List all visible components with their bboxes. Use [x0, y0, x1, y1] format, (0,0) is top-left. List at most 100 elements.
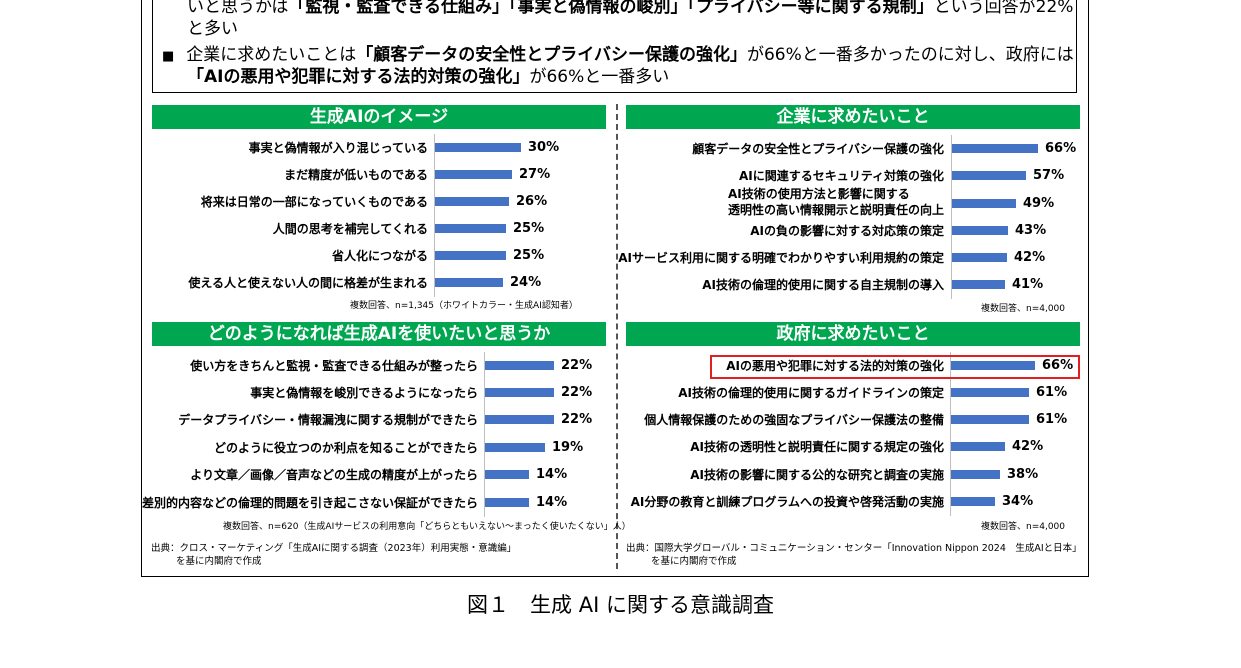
highlight-box	[710, 355, 1080, 379]
summary-emphasis: 「監視・監査できる仕組み」「事実と偽情報の峻別」「プライバシー等に関する規制」	[288, 0, 934, 17]
category-label: AIの悪用や犯罪に対する法的対策の強化	[726, 359, 944, 373]
panel-title-companies: 企業に求めたいこと	[626, 105, 1080, 129]
category-label: 使える人と使えない人の間に格差が生まれる	[188, 276, 428, 290]
category-label: AI技術の倫理的使用に関するガイドラインの策定	[678, 386, 944, 400]
category-label: 人間の思考を補完してくれる	[272, 222, 428, 236]
panel-title-government: 政府に求めたいこと	[626, 322, 1080, 346]
bar	[435, 278, 503, 287]
bar	[951, 361, 1035, 370]
category-label: 将来は日常の一部になっていくものである	[200, 195, 428, 209]
category-label: 使い方をきちんと監視・監査できる仕組みが整ったら	[190, 359, 478, 373]
value-label: 42%	[1012, 439, 1044, 454]
bar	[952, 226, 1008, 235]
value-label: 25%	[513, 248, 545, 263]
chart-axis-line	[950, 352, 951, 516]
value-label: 14%	[536, 467, 568, 482]
bar	[485, 498, 529, 507]
value-label: 19%	[552, 440, 584, 455]
source-left: 出典：クロス・マーケティング「生成AIに関する調査（2023年）利用実態・意識編…	[151, 542, 516, 568]
summary-text: いと思うかは	[187, 0, 289, 17]
value-label: 25%	[513, 221, 545, 236]
bar	[435, 170, 512, 179]
bar	[485, 443, 545, 452]
bar	[485, 361, 554, 370]
note-image: 複数回答、n=1,345（ホワイトカラー・生成AI認知者）	[350, 301, 578, 311]
summary-line-4: 「AIの悪用や犯罪に対する法的対策の強化」が66%と一番多い	[187, 66, 669, 88]
figure-caption: 図１ 生成 AI に関する意識調査	[467, 593, 774, 617]
category-label: 事実と偽情報を峻別できるようになったら	[250, 386, 478, 400]
category-label: AI技術の影響に関する公的な研究と調査の実施	[690, 468, 944, 482]
source-text: を基に内閣府で作成	[651, 556, 737, 567]
value-label: 43%	[1015, 223, 1047, 238]
summary-text: が66%と一番多い	[529, 67, 670, 87]
category-label: AIの負の影響に対する対応策の策定	[750, 224, 944, 238]
bullet-icon: ■	[162, 49, 175, 64]
category-label: AI技術の使用方法と影響に関する 透明性の高い情報開示と説明責任の向上	[727, 187, 944, 217]
category-label: より文章／画像／音声などの生成の精度が上がったら	[190, 468, 478, 482]
summary-emphasis: 「顧客データの安全性とプライバシー保護の強化」	[356, 45, 747, 65]
source-right: 出典：国際大学グローバル・コミュニケーション・センター「Innovation N…	[626, 542, 1082, 568]
value-label: 22%	[561, 385, 593, 400]
bar	[951, 442, 1005, 451]
bar	[952, 280, 1005, 289]
value-label: 14%	[536, 495, 568, 510]
bar	[951, 415, 1029, 424]
value-label: 30%	[528, 140, 560, 155]
value-label: 24%	[510, 275, 542, 290]
summary-line-3: ■ 企業に求めたいことは「顧客データの安全性とプライバシー保護の強化」が66%と一…	[162, 44, 1074, 68]
bar	[435, 224, 506, 233]
source-text: 出典：クロス・マーケティング「生成AIに関する調査（2023年）利用実態・意識編…	[151, 543, 517, 554]
category-label: 顧客データの安全性とプライバシー保護の強化	[692, 142, 944, 156]
value-label: 22%	[561, 358, 593, 373]
value-label: 61%	[1036, 412, 1068, 427]
chart-axis-line	[434, 134, 435, 297]
value-label: 26%	[516, 194, 548, 209]
category-label: まだ精度が低いものである	[284, 168, 428, 182]
value-label: 49%	[1023, 196, 1055, 211]
bar	[952, 253, 1007, 262]
source-text: を基に内閣府で作成	[176, 556, 262, 567]
bar	[952, 199, 1016, 208]
panel-divider	[616, 104, 618, 569]
source-text: 出典：国際大学グローバル・コミュニケーション・センター「Innovation N…	[626, 543, 1082, 554]
bar	[951, 497, 995, 506]
bar	[485, 470, 529, 479]
value-label: 38%	[1007, 467, 1039, 482]
panel-title-image: 生成AIのイメージ	[152, 105, 606, 129]
chart-axis-line	[951, 135, 952, 299]
bar	[435, 197, 509, 206]
chart-axis-line	[484, 352, 485, 517]
panel-title-conditions: どのようになれば生成AIを使いたいと思うか	[152, 322, 606, 346]
summary-box: いと思うかは「監視・監査できる仕組み」「事実と偽情報の峻別」「プライバシー等に関…	[152, 0, 1077, 93]
category-label: AI分野の教育と訓練プログラムへの投資や啓発活動の実施	[630, 495, 944, 509]
summary-emphasis: 「AIの悪用や犯罪に対する法的対策の強化」	[187, 67, 530, 87]
value-label: 66%	[1042, 358, 1074, 373]
bar	[952, 171, 1026, 180]
note-conditions: 複数回答、n=620（生成AIサービスの利用意向「どちらともいえない～まったく使…	[223, 522, 631, 532]
note-companies: 複数回答、n=4,000	[981, 304, 1066, 314]
bar	[485, 388, 554, 397]
note-government: 複数回答、n=4,000	[981, 522, 1066, 532]
value-label: 22%	[561, 412, 593, 427]
category-label: 個人情報保護のための強固なプライバシー保護法の整備	[644, 413, 944, 427]
category-label: AI技術の透明性と説明責任に関する規定の強化	[690, 440, 944, 454]
bar	[435, 143, 521, 152]
summary-text: 企業に求めたいことは	[186, 45, 357, 65]
value-label: 61%	[1036, 385, 1068, 400]
value-label: 42%	[1014, 250, 1046, 265]
value-label: 27%	[519, 167, 551, 182]
value-label: 57%	[1033, 168, 1065, 183]
bar	[951, 388, 1029, 397]
category-label: AI技術の倫理的使用に関する自主規制の導入	[702, 278, 944, 292]
bar	[435, 251, 506, 260]
bar	[952, 144, 1038, 153]
category-label: AIサービス利用に関する明確でわかりやすい利用規約の策定	[618, 251, 944, 265]
category-label: 事実と偽情報が入り混じっている	[248, 141, 428, 155]
summary-line-1: いと思うかは「監視・監査できる仕組み」「事実と偽情報の峻別」「プライバシー等に関…	[187, 0, 1073, 18]
summary-text: が66%と一番多かったのに対し、政府には	[746, 45, 1074, 65]
category-label: 省人化につながる	[331, 249, 428, 263]
value-label: 66%	[1045, 141, 1077, 156]
category-label: 差別的内容などの倫理的問題を引き起こさない保証ができたら	[141, 496, 478, 510]
category-label: どのように役立つのか利点を知ることができたら	[213, 441, 478, 455]
category-label: AIに関連するセキュリティ対策の強化	[738, 169, 944, 183]
